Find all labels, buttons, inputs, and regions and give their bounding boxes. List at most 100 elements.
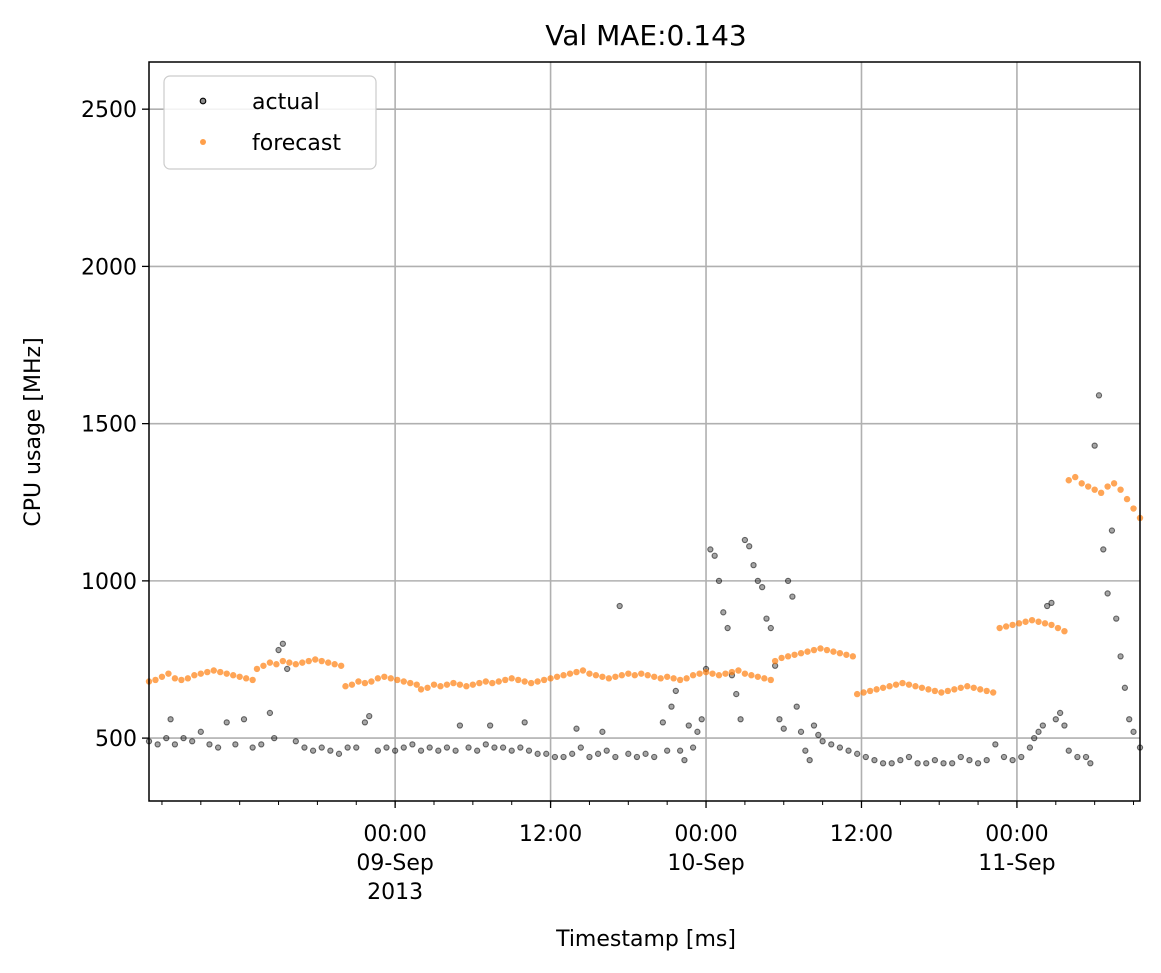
actual-point [668,703,675,710]
forecast-point [534,678,541,685]
forecast-point [696,670,703,677]
forecast-point [761,675,768,682]
actual-point [784,577,792,585]
forecast-point [912,683,919,690]
legend-label-forecast: forecast [252,131,341,156]
actual-point [569,750,576,757]
forecast-point [223,670,230,677]
forecast-point [502,676,509,684]
x-tick-label: 11-Sep [978,851,1055,876]
actual-point [974,760,982,767]
actual-point [189,738,196,745]
forecast-point [573,668,580,676]
actual-point [1082,753,1090,761]
actual-point [171,741,179,748]
actual-point [1031,734,1038,742]
forecast-point [1097,489,1105,497]
actual-point [474,747,481,754]
forecast-point [165,670,172,677]
actual-point [318,744,325,751]
actual-point [1074,753,1081,761]
x-tick-label: 10-Sep [667,851,744,876]
forecast-point [918,684,926,691]
forecast-point [1065,477,1072,484]
forecast-point [823,646,831,654]
forecast-point [312,656,319,663]
forecast-point [443,681,451,688]
forecast-point [1054,624,1062,632]
x-tick-label: 00:00 [985,822,1048,847]
forecast-point [931,687,939,695]
actual-point [871,756,878,764]
forecast-point [1110,480,1118,487]
actual-point [258,741,265,748]
forecast-point [797,650,805,657]
forecast-point [767,676,775,684]
actual-point [676,747,684,754]
actual-point [1056,709,1064,717]
actual-point [206,741,213,748]
actual-point [905,753,913,761]
forecast-point [273,661,280,668]
forecast-point [957,684,964,691]
forecast-point [599,673,606,680]
forecast-point [547,675,554,682]
actual-point [603,747,610,754]
forecast-point [374,675,382,682]
actual-point [914,760,921,767]
forecast-point [638,670,645,677]
forecast-point [689,672,697,679]
x-tick-label: 00:00 [363,822,426,847]
actual-point [1000,753,1008,761]
forecast-point [560,672,567,679]
forecast-point [355,678,362,685]
forecast-point [1015,620,1023,627]
actual-point [754,577,761,585]
y-tick-label: 2000 [81,255,137,280]
actual-point [966,756,973,764]
actual-point [819,738,826,745]
actual-point [836,744,844,751]
forecast-point [586,670,593,677]
actual-point [1113,615,1120,622]
forecast-point [996,624,1003,632]
forecast-point [625,670,632,677]
forecast-point [318,657,325,665]
forecast-point [430,681,438,688]
actual-point [543,750,550,757]
forecast-point [450,679,457,687]
forecast-point [771,657,779,665]
forecast-point [325,659,332,666]
forecast-point [260,662,267,669]
legend: actual forecast [163,75,377,170]
actual-point [707,546,714,553]
actual-point [586,753,593,761]
forecast-point [407,679,414,687]
forecast-point [1022,618,1029,625]
actual-point [940,760,947,767]
forecast-point [579,667,587,674]
forecast-point [197,670,205,677]
forecast-point [748,672,755,679]
actual-point [599,728,606,735]
forecast-point [843,651,850,658]
forecast-point [1104,483,1111,490]
actual-point [214,744,222,751]
actual-point [525,747,533,754]
actual-point [957,753,964,761]
actual-point [797,728,805,735]
forecast-point [495,678,502,685]
y-tick-label: 1000 [81,570,137,595]
actual-point [750,561,757,569]
forecast-point [337,662,345,669]
forecast-point [741,670,749,677]
actual-point [681,756,688,764]
actual-point [1026,744,1034,751]
actual-point [491,744,498,751]
actual-point [992,741,999,748]
actual-point [1035,728,1042,735]
forecast-point [540,676,548,684]
actual-point [409,741,416,748]
forecast-point [171,675,179,682]
forecast-point [1009,621,1016,629]
